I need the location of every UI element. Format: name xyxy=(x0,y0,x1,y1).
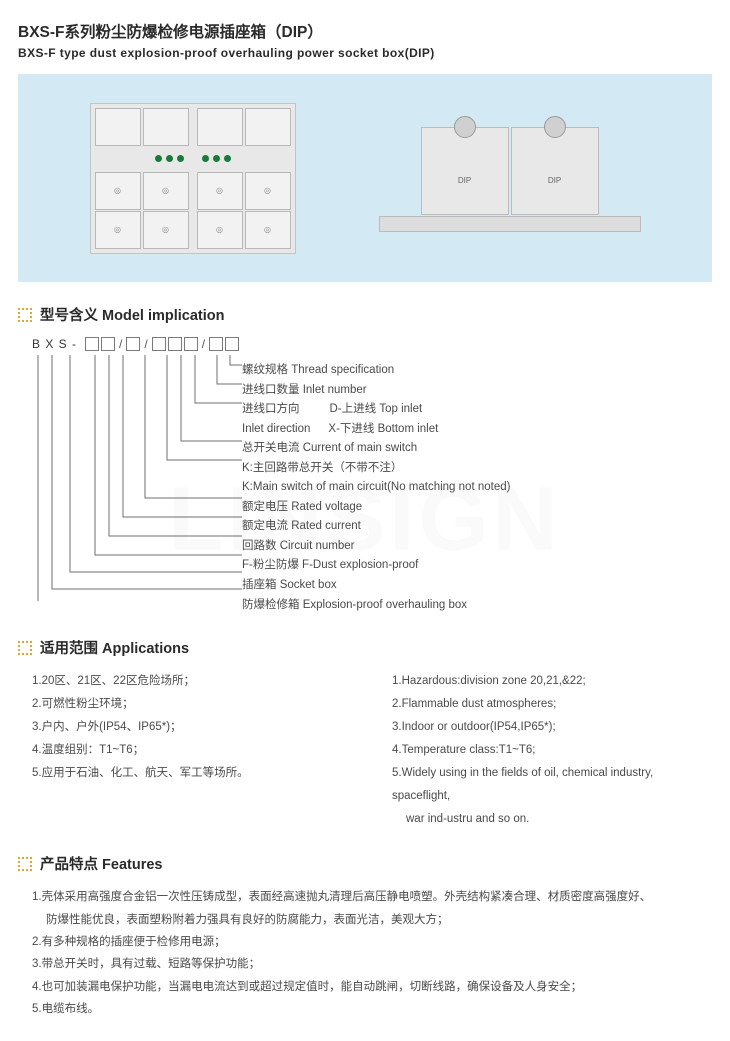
app-item: 2.Flammable dust atmospheres; xyxy=(392,693,712,716)
applications-right-column: 1.Hazardous:division zone 20,21,&22; 2.F… xyxy=(392,670,712,831)
model-box xyxy=(225,337,239,351)
model-separator: / xyxy=(202,337,205,351)
title-chinese: BXS-F系列粉尘防爆检修电源插座箱（DIP） xyxy=(18,20,712,42)
title-english: BXS-F type dust explosion-proof overhaul… xyxy=(18,46,712,60)
model-box xyxy=(85,337,99,351)
applications-left-column: 1.20区、21区、22区危险场所； 2.可燃性粉尘环境； 3.户内、户外(IP… xyxy=(32,670,352,831)
model-label: 螺纹规格 Thread specification xyxy=(242,361,510,381)
app-item: 3.Indoor or outdoor(IP54,IP65*); xyxy=(392,716,712,739)
app-item: 2.可燃性粉尘环境； xyxy=(32,693,352,716)
feature-item: 3.带总开关时，具有过载、短路等保护功能； xyxy=(32,953,712,975)
feature-item: 4.也可加装漏电保护功能，当漏电电流达到或超过规定值时，能自动跳闸，切断线路，确… xyxy=(32,976,712,998)
model-box xyxy=(184,337,198,351)
model-label: K:Main switch of main circuit(No matchin… xyxy=(242,478,510,498)
model-sublabel: D-上进线 Top inlet xyxy=(330,400,423,420)
model-label: 插座箱 Socket box xyxy=(242,576,510,596)
model-code-row: B X S - / / / xyxy=(32,337,242,351)
model-separator: / xyxy=(119,337,122,351)
model-label: 总开关电流 Current of main switch xyxy=(242,439,510,459)
model-box xyxy=(209,337,223,351)
product-image-right: DIP DIP xyxy=(379,124,641,232)
section-header-features: 产品特点 Features xyxy=(18,853,712,874)
model-separator: / xyxy=(144,337,147,351)
model-code-prefix: B X S - xyxy=(32,337,77,351)
section-title-model: 型号含义 Model implication xyxy=(40,304,224,325)
section-header-model: 型号含义 Model implication xyxy=(18,304,712,325)
model-sublabel: X-下进线 Bottom inlet xyxy=(328,420,438,440)
features-list: 1.壳体采用高强度合金铝一次性压铸成型，表面经高速抛丸清理后高压静电喷塑。外壳结… xyxy=(32,886,712,1021)
section-header-applications: 适用范围 Applications xyxy=(18,637,712,658)
model-lines-svg xyxy=(32,351,242,601)
applications-columns: 1.20区、21区、22区危险场所； 2.可燃性粉尘环境； 3.户内、户外(IP… xyxy=(32,670,712,831)
model-box xyxy=(126,337,140,351)
model-label: 进线口方向 xyxy=(242,400,300,420)
section-marker-icon xyxy=(18,641,32,655)
feature-item: 2.有多种规格的插座便于检修用电源； xyxy=(32,931,712,953)
model-box xyxy=(152,337,166,351)
app-item: 4.温度组别：T1~T6； xyxy=(32,739,352,762)
model-label: Inlet direction xyxy=(242,420,310,440)
app-item: 5.应用于石油、化工、航天、军工等场所。 xyxy=(32,762,352,785)
feature-item: 1.壳体采用高强度合金铝一次性压铸成型，表面经高速抛丸清理后高压静电喷塑。外壳结… xyxy=(32,886,712,908)
product-image-left: ◎◎ ◎◎ ◎◎ ◎◎ xyxy=(90,103,296,254)
model-label: 进线口数量 Inlet number xyxy=(242,381,510,401)
section-title-features: 产品特点 Features xyxy=(40,853,162,874)
dip-label: DIP xyxy=(548,176,561,185)
page-content: BXS-F系列粉尘防爆检修电源插座箱（DIP） BXS-F type dust … xyxy=(18,20,712,1021)
model-label: 额定电压 Rated voltage xyxy=(242,498,510,518)
section-title-applications: 适用范围 Applications xyxy=(40,637,189,658)
model-label: F-粉尘防爆 F-Dust explosion-proof xyxy=(242,556,510,576)
model-label: 额定电流 Rated current xyxy=(242,517,510,537)
feature-item: 5.电缆布线。 xyxy=(32,998,712,1020)
model-box xyxy=(101,337,115,351)
model-label: K:主回路带总开关（不带不注） xyxy=(242,459,510,479)
hero-image-area: ◎◎ ◎◎ ◎◎ ◎◎ DIP DIP xyxy=(18,74,712,282)
app-item: 3.户内、户外(IP54、IP65*)； xyxy=(32,716,352,739)
app-item: 1.20区、21区、22区危险场所； xyxy=(32,670,352,693)
app-item: 5.Widely using in the fields of oil, che… xyxy=(392,762,712,808)
model-labels-column: 螺纹规格 Thread specification 进线口数量 Inlet nu… xyxy=(242,337,510,615)
section-marker-icon xyxy=(18,308,32,322)
model-label: 防爆检修箱 Explosion-proof overhauling box xyxy=(242,596,510,616)
app-item: 4.Temperature class:T1~T6; xyxy=(392,739,712,762)
feature-item-continuation: 防爆性能优良，表面塑粉附着力强具有良好的防腐能力，表面光洁，美观大方； xyxy=(32,909,712,931)
model-label: 回路数 Circuit number xyxy=(242,537,510,557)
app-item: 1.Hazardous:division zone 20,21,&22; xyxy=(392,670,712,693)
dip-label: DIP xyxy=(458,176,471,185)
model-implication-diagram: B X S - / / / xyxy=(32,337,712,615)
model-box xyxy=(168,337,182,351)
section-marker-icon xyxy=(18,857,32,871)
app-item-continuation: war ind-ustru and so on. xyxy=(392,808,712,831)
